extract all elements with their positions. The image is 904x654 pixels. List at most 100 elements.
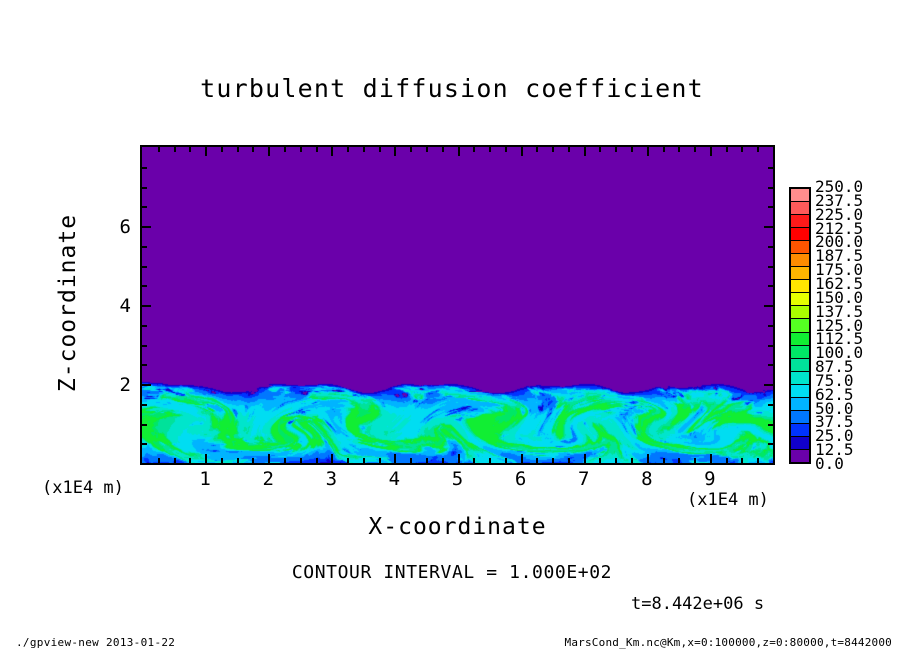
x-axis-tick bbox=[236, 458, 239, 463]
x-axis-tick-top bbox=[441, 147, 444, 152]
x-axis-tick-top bbox=[220, 147, 223, 152]
colorbar-tick-label: 162.5 bbox=[815, 273, 864, 293]
y-axis-tick-right bbox=[768, 285, 773, 288]
colorbar-tick-label: 250.0 bbox=[815, 177, 864, 196]
colorbar-tick-label: 75.0 bbox=[815, 370, 854, 390]
x-axis-tick-top bbox=[315, 147, 318, 152]
colorbar-band bbox=[791, 384, 809, 398]
page-title: turbulent diffusion coefficient bbox=[200, 74, 704, 103]
x-axis-tick-top bbox=[709, 147, 712, 156]
y-axis-tick-right bbox=[768, 443, 773, 446]
x-axis-tick bbox=[567, 458, 570, 463]
y-axis-tick bbox=[142, 245, 147, 248]
x-axis-tick-top bbox=[283, 147, 286, 152]
x-axis-tick-label: 3 bbox=[325, 468, 338, 490]
x-axis-tick bbox=[268, 454, 271, 463]
plot-frame bbox=[140, 145, 775, 465]
colorbar bbox=[789, 187, 811, 464]
x-axis-tick-top bbox=[252, 147, 255, 152]
x-axis-tick bbox=[552, 458, 555, 463]
x-axis-tick-label: 6 bbox=[514, 468, 527, 490]
x-axis-tick-label: 1 bbox=[199, 468, 211, 490]
y-axis-tick bbox=[142, 423, 147, 426]
footer-dataset: MarsCond_Km.nc@Km,x=0:100000,z=0:80000,t… bbox=[564, 636, 892, 649]
colorbar-band bbox=[791, 202, 809, 216]
x-axis-tick-top bbox=[646, 147, 649, 156]
y-axis-tick-label: 2 bbox=[119, 374, 131, 396]
colorbar-tick-label: 112.5 bbox=[815, 329, 864, 349]
colorbar-band bbox=[791, 423, 809, 437]
x-axis-tick bbox=[631, 458, 634, 463]
colorbar-band bbox=[791, 280, 809, 294]
x-axis-tick-top bbox=[615, 147, 618, 152]
y-axis-tick-right bbox=[764, 305, 773, 307]
x-axis-tick bbox=[709, 454, 712, 463]
x-axis-tick-top bbox=[157, 147, 160, 152]
x-axis-tick-top bbox=[173, 147, 176, 152]
y-axis-tick-right bbox=[768, 265, 773, 268]
x-axis-tick bbox=[331, 454, 334, 463]
colorbar-tick-label: 125.0 bbox=[815, 315, 864, 335]
colorbar-tick-label: 212.5 bbox=[815, 218, 864, 238]
x-axis-tick-top bbox=[473, 147, 476, 152]
y-axis-tick bbox=[142, 186, 147, 189]
x-axis-tick bbox=[583, 454, 586, 463]
x-axis-tick bbox=[615, 458, 618, 463]
x-axis-tick bbox=[457, 454, 460, 463]
x-axis-tick bbox=[489, 458, 492, 463]
colorbar-band bbox=[791, 449, 809, 462]
y-axis-tick-right bbox=[764, 226, 773, 228]
colorbar-tick-label: 12.5 bbox=[815, 440, 854, 460]
x-axis-tick-top bbox=[347, 147, 350, 152]
x-axis-tick bbox=[678, 458, 681, 463]
colorbar-band bbox=[791, 345, 809, 359]
x-axis-unit: (x1E4 m) bbox=[687, 490, 769, 510]
x-axis-tick-label: 9 bbox=[704, 468, 716, 490]
y-axis-tick-label: 6 bbox=[119, 216, 131, 238]
y-axis-tick-right bbox=[768, 423, 773, 426]
y-axis-tick bbox=[142, 226, 151, 228]
y-axis-tick bbox=[142, 265, 147, 268]
x-axis-tick bbox=[189, 458, 192, 463]
x-axis-tick-top bbox=[567, 147, 570, 152]
colorbar-band bbox=[791, 410, 809, 424]
x-axis-tick bbox=[220, 458, 223, 463]
x-axis-tick-label: 2 bbox=[262, 468, 274, 490]
x-axis-tick bbox=[646, 454, 649, 463]
x-axis-tick-top bbox=[662, 147, 665, 152]
colorbar-tick-label: 200.0 bbox=[815, 232, 864, 252]
time-stamp: t=8.442e+06 s bbox=[631, 594, 765, 614]
x-axis-tick bbox=[283, 458, 286, 463]
x-axis-tick bbox=[473, 458, 476, 463]
x-axis-tick-top bbox=[741, 147, 744, 152]
x-axis-tick bbox=[157, 458, 160, 463]
x-axis-tick bbox=[299, 458, 302, 463]
x-axis-tick bbox=[520, 454, 523, 463]
x-axis-tick bbox=[599, 458, 602, 463]
x-axis-tick-top bbox=[725, 147, 728, 152]
x-axis-tick-top bbox=[189, 147, 192, 152]
x-axis-tick bbox=[378, 458, 381, 463]
colorbar-tick-label: 62.5 bbox=[815, 384, 854, 404]
x-axis-tick bbox=[362, 458, 365, 463]
colorbar-tick-label: 137.5 bbox=[815, 301, 864, 321]
colorbar-tick-label: 87.5 bbox=[815, 357, 854, 377]
y-axis-tick bbox=[142, 443, 147, 446]
colorbar-tick-label: 150.0 bbox=[815, 287, 864, 307]
x-axis-tick-top bbox=[362, 147, 365, 152]
x-axis-tick-top bbox=[268, 147, 271, 156]
y-axis-tick-right bbox=[768, 186, 773, 189]
colorbar-tick-label: 237.5 bbox=[815, 190, 864, 210]
y-axis-tick bbox=[142, 344, 147, 347]
x-axis-tick bbox=[315, 458, 318, 463]
colorbar-band bbox=[791, 358, 809, 372]
x-axis-tick bbox=[347, 458, 350, 463]
colorbar-tick-label: 0.0 bbox=[815, 454, 844, 473]
x-axis-tick bbox=[205, 454, 208, 463]
footer-command: ./gpview-new 2013-01-22 bbox=[16, 636, 176, 649]
y-axis-tick bbox=[142, 403, 147, 406]
y-axis-tick-right bbox=[764, 384, 773, 386]
x-axis-tick-top bbox=[583, 147, 586, 156]
colorbar-band bbox=[791, 189, 809, 203]
x-axis-tick bbox=[662, 458, 665, 463]
